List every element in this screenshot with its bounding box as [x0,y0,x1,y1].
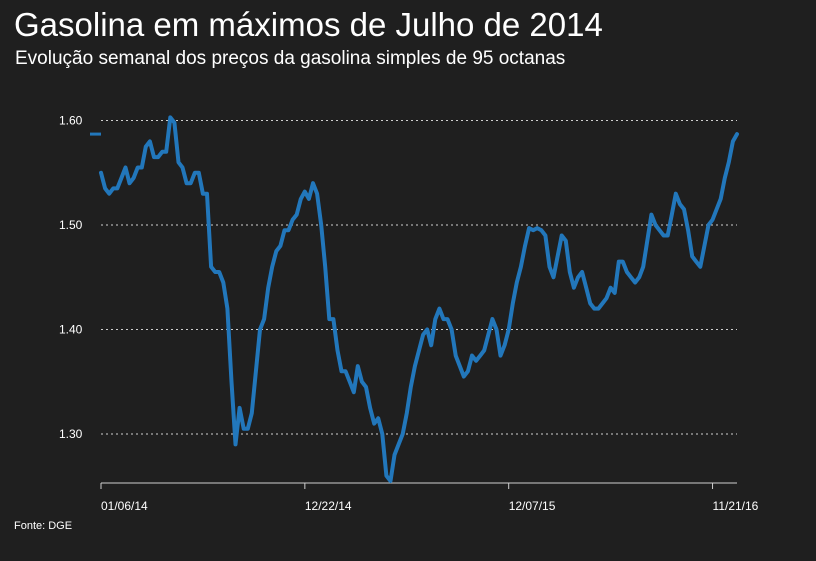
x-tick-label: 12/22/14 [305,499,352,513]
series-line-gasoline-price [99,115,739,483]
y-tick-label: 1.30 [59,427,83,441]
y-axis-labels: 1.30 1.40 1.50 1.60 [59,114,83,442]
series-layer [99,115,739,483]
y-tick-label: 1.50 [59,218,83,232]
source-note: Fonte: DGE [14,520,73,532]
chart-title: Gasolina em máximos de Julho de 2014 [14,6,603,43]
y-tick-label: 1.60 [59,114,83,128]
x-tick-label: 12/07/15 [509,499,556,513]
x-tick-label: 01/06/14 [101,499,148,513]
chart-subtitle: Evolução semanal dos preços da gasolina … [15,48,566,69]
x-tick-label: 11/21/16 [713,499,759,513]
x-axis [100,482,737,489]
y-tick-label: 1.40 [59,323,83,337]
